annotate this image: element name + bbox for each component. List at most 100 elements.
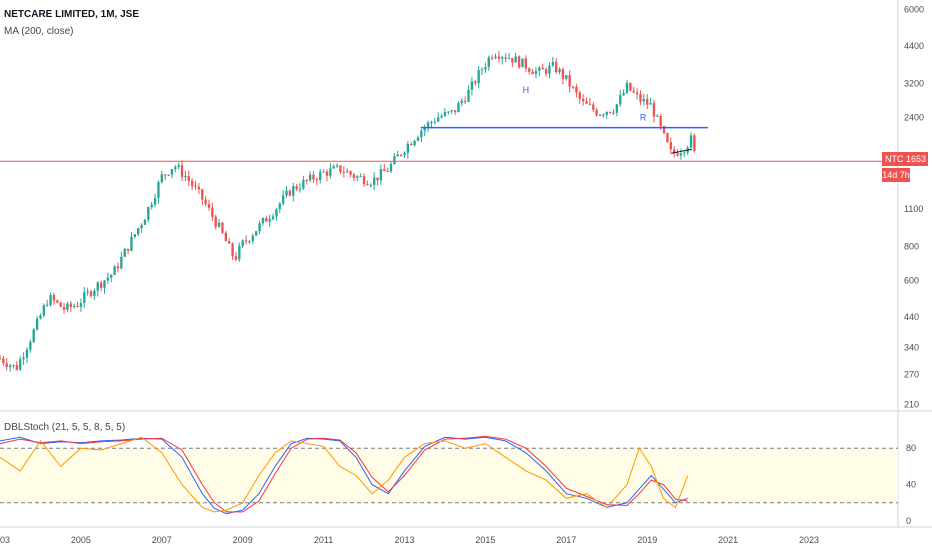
candle-body: [642, 99, 646, 102]
candle-body: [83, 292, 86, 303]
candle-body: [177, 165, 180, 168]
candle-body: [103, 280, 106, 288]
price-tick-label: 600: [904, 276, 919, 286]
candle-body: [86, 291, 89, 293]
time-tick-label: 2013: [394, 535, 414, 545]
candle-body: [315, 179, 319, 181]
candle-body: [312, 174, 315, 180]
candle-body: [56, 300, 59, 303]
candle-body: [322, 171, 325, 173]
candle-body: [376, 177, 379, 181]
candle-body: [386, 171, 389, 173]
candle-body: [174, 167, 177, 170]
candle-body: [147, 207, 150, 220]
candle-body: [79, 302, 83, 307]
candle-body: [693, 135, 696, 152]
candle-body: [440, 115, 443, 118]
candle-body: [268, 218, 271, 222]
candle-body: [652, 103, 656, 117]
candle-body: [190, 180, 194, 186]
candle-body: [437, 117, 440, 122]
candle-body: [42, 305, 46, 316]
candle-body: [366, 184, 369, 186]
candle-body: [585, 101, 588, 104]
candle-body: [241, 240, 244, 246]
candle-body: [578, 92, 581, 99]
candle-body: [201, 189, 204, 200]
candle-body: [662, 126, 666, 134]
candle-body: [383, 169, 386, 172]
candle-body: [551, 62, 555, 66]
candle-body: [416, 137, 420, 141]
candle-body: [490, 57, 494, 59]
time-tick-label: 2021: [718, 535, 738, 545]
candle-body: [612, 112, 615, 114]
symbol-label: NTC: [885, 154, 904, 164]
price-tick-label: 6000: [904, 4, 924, 14]
candle-body: [228, 241, 231, 244]
bar-countdown-tag: 14d 7h: [882, 168, 910, 182]
candle-body: [349, 171, 352, 175]
oscillator-tick-label: 80: [906, 443, 916, 453]
time-tick-label: 2015: [475, 535, 495, 545]
candle-body: [197, 186, 201, 190]
candle-body: [443, 112, 447, 116]
candle-body: [592, 104, 595, 110]
candle-body: [194, 185, 197, 187]
last-price-tag: NTC 1653: [882, 152, 928, 166]
candle-body: [534, 71, 538, 75]
candle-body: [308, 174, 312, 181]
candle-body: [575, 86, 578, 93]
candle-body: [292, 186, 295, 196]
candle-body: [646, 99, 649, 105]
candle-body: [433, 121, 437, 123]
candle-body: [622, 92, 625, 96]
time-tick-label: 2005: [71, 535, 91, 545]
candle-body: [346, 171, 349, 173]
candle-body: [76, 306, 79, 308]
candle-body: [35, 318, 39, 330]
time-tick-label: 2023: [799, 535, 819, 545]
candle-body: [555, 62, 558, 73]
candle-body: [470, 81, 474, 90]
candle-body: [46, 305, 49, 307]
candle-body: [672, 149, 676, 154]
price-tick-label: 270: [904, 370, 919, 380]
candle-body: [305, 179, 308, 181]
candle-body: [244, 240, 248, 242]
candle-body: [25, 349, 29, 358]
candle-body: [335, 165, 339, 167]
candle-body: [319, 171, 322, 181]
candle-body: [393, 156, 396, 164]
candle-body: [251, 235, 254, 242]
price-tick-label: 340: [904, 343, 919, 353]
candle-body: [410, 143, 413, 146]
candle-body: [403, 152, 406, 156]
candle-body: [656, 115, 659, 117]
candle-body: [464, 100, 467, 102]
candle-body: [423, 127, 426, 131]
price-tick-label: 210: [904, 399, 919, 409]
candle-body: [362, 176, 366, 185]
candle-body: [29, 341, 32, 350]
candle-body: [187, 176, 190, 181]
candle-body: [484, 67, 487, 70]
candle-body: [426, 122, 430, 128]
candle-body: [501, 57, 504, 59]
candle-body: [163, 174, 167, 176]
candle-body: [32, 329, 35, 342]
candle-body: [517, 56, 521, 68]
time-tick-label: 2011: [314, 535, 333, 545]
candle-body: [120, 256, 123, 269]
price-tick-label: 4400: [904, 41, 924, 51]
time-tick-label: 2019: [637, 535, 657, 545]
candle-body: [504, 57, 507, 59]
candle-body: [238, 245, 241, 260]
candle-body: [329, 168, 332, 176]
candle-body: [430, 122, 433, 124]
candle-body: [619, 95, 622, 105]
oscillator-tick-label: 0: [906, 516, 911, 526]
candle-body: [379, 169, 383, 181]
candle-body: [581, 98, 585, 102]
